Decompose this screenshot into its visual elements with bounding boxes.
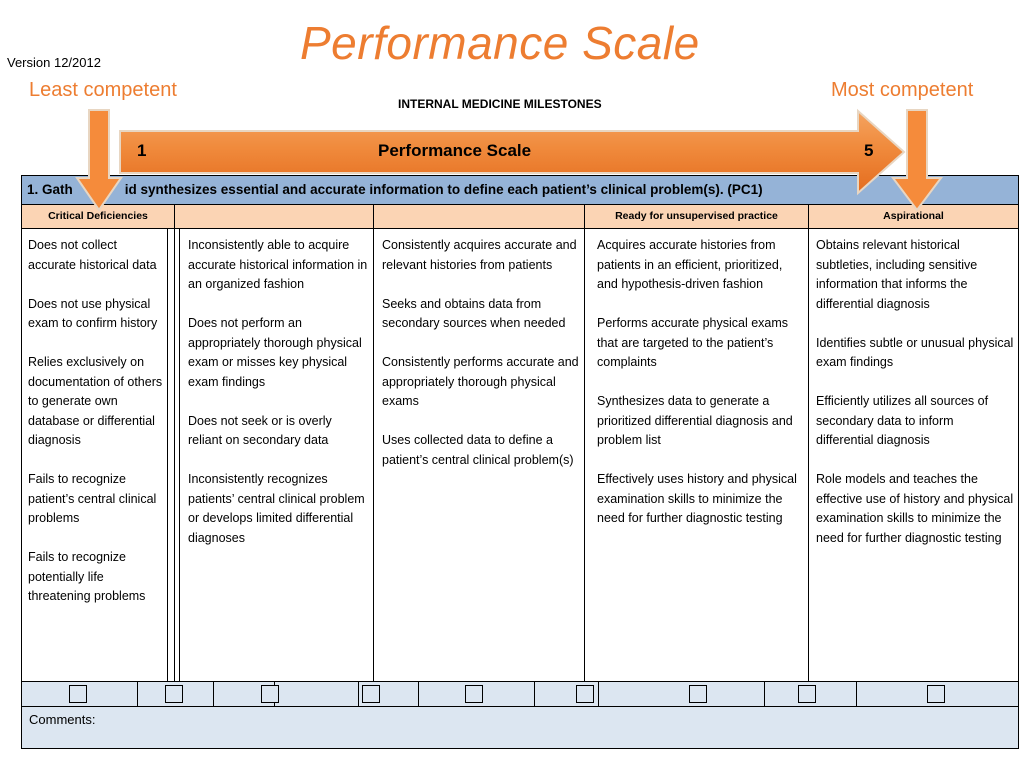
level-checkbox[interactable]	[689, 685, 707, 703]
comments-row[interactable]: Comments:	[22, 707, 1018, 748]
checkbox-divider	[137, 682, 138, 706]
checkbox-divider	[534, 682, 535, 706]
descriptor-text: Seeks and obtains data from secondary so…	[382, 296, 566, 331]
least-competent-label: Least competent	[29, 79, 177, 101]
level-checkbox[interactable]	[798, 685, 816, 703]
competency-header-row: 1. Gath id synthesizes essential and accu…	[22, 176, 1018, 205]
checkbox-divider	[764, 682, 765, 706]
checkbox-divider	[598, 682, 599, 706]
scale-min-label: 1	[137, 141, 147, 160]
checkbox-divider	[358, 682, 359, 706]
descriptor-text: Relies exclusively on documentation of o…	[28, 355, 163, 447]
level-checkbox[interactable]	[69, 685, 87, 703]
version-label: Version 12/2012	[7, 55, 101, 70]
descriptor-text: Consistently performs accurate and appro…	[382, 355, 579, 408]
descriptor-text: Identifies subtle or unusual physical ex…	[816, 335, 1014, 370]
checkbox-divider	[856, 682, 857, 706]
descriptor-text: Fails to recognize potentially life thre…	[28, 550, 146, 603]
level-label-aspirational: Aspirational	[883, 210, 944, 222]
level-label-2	[176, 205, 373, 228]
level-checkbox[interactable]	[576, 685, 594, 703]
column-divider	[174, 205, 175, 681]
checkbox-divider	[418, 682, 419, 706]
descriptor-text: Does not perform an appropriately thorou…	[188, 316, 362, 389]
column-divider	[808, 205, 809, 681]
column-divider	[373, 205, 374, 681]
level-checkbox[interactable]	[927, 685, 945, 703]
descriptor-text: Effectively uses history and physical ex…	[597, 472, 797, 525]
column-level-3: Consistently acquires accurate and relev…	[382, 236, 582, 490]
milestone-table: 1. Gath id synthesizes essential and accu…	[21, 175, 1019, 749]
most-competent-label: Most competent	[831, 79, 974, 101]
descriptor-text: Inconsistently able to acquire accurate …	[188, 238, 368, 291]
descriptor-text: Fails to recognize patient’s central cli…	[28, 472, 157, 525]
level-checkbox[interactable]	[165, 685, 183, 703]
descriptor-text: Does not seek or is overly reliant on se…	[188, 413, 332, 448]
descriptor-text: Obtains relevant historical subtleties, …	[816, 238, 978, 311]
column-divider	[167, 229, 168, 681]
scale-max-label: 5	[864, 141, 874, 160]
levels-row: Critical Deficiencies Ready for unsuperv…	[22, 205, 1018, 229]
descriptor-text: Does not use physical exam to confirm hi…	[28, 296, 158, 331]
slide-title: Performance Scale	[300, 17, 700, 69]
level-checkbox[interactable]	[261, 685, 279, 703]
descriptor-text: Synthesizes data to generate a prioritiz…	[597, 394, 793, 447]
descriptor-text: Consistently acquires accurate and relev…	[382, 238, 577, 272]
column-ready-for-unsupervised-practice: Acquires accurate histories from patient…	[597, 236, 805, 548]
level-label-ready: Ready for unsupervised practice	[615, 210, 778, 222]
descriptor-text: Role models and teaches the effective us…	[816, 472, 1014, 545]
scale-bar-title: Performance Scale	[378, 141, 532, 160]
descriptor-text: Efficiently utilizes all sources of seco…	[816, 394, 989, 447]
column-aspirational: Obtains relevant historical subtleties, …	[816, 236, 1014, 568]
descriptor-text: Uses collected data to define a patient’…	[382, 433, 574, 467]
descriptor-text: Acquires accurate histories from patient…	[597, 238, 783, 291]
level-checkbox[interactable]	[465, 685, 483, 703]
checkbox-divider	[213, 682, 214, 706]
column-divider	[179, 229, 180, 681]
level-label-critical: Critical Deficiencies	[48, 210, 148, 222]
column-level-2: Inconsistently able to acquire accurate …	[188, 236, 368, 568]
column-critical-deficiencies: Does not collect accurate historical dat…	[28, 236, 168, 626]
column-divider	[584, 205, 585, 681]
comments-label: Comments:	[29, 712, 96, 727]
descriptor-text: Performs accurate physical exams that ar…	[597, 316, 789, 369]
level-label-3	[374, 205, 584, 228]
competency-heading: 1. Gath id synthesizes essential and accu…	[27, 182, 763, 197]
document-heading: INTERNAL MEDICINE MILESTONES	[398, 97, 602, 111]
descriptor-text: Does not collect accurate historical dat…	[28, 238, 157, 272]
checkbox-row	[22, 681, 1018, 707]
descriptor-text: Inconsistently recognizes patients’ cent…	[188, 472, 365, 545]
level-checkbox[interactable]	[362, 685, 380, 703]
